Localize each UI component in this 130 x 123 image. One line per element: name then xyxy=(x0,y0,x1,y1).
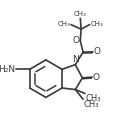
Text: O: O xyxy=(72,36,79,45)
Text: CH₃: CH₃ xyxy=(84,100,99,109)
Text: O: O xyxy=(93,73,100,82)
Text: CH₃: CH₃ xyxy=(90,21,103,27)
Text: N: N xyxy=(72,54,79,63)
Text: CH₃: CH₃ xyxy=(58,21,70,27)
Text: CH₃: CH₃ xyxy=(86,94,101,103)
Text: O: O xyxy=(94,47,101,56)
Text: H₂N: H₂N xyxy=(0,65,16,74)
Text: CH₃: CH₃ xyxy=(74,11,87,17)
